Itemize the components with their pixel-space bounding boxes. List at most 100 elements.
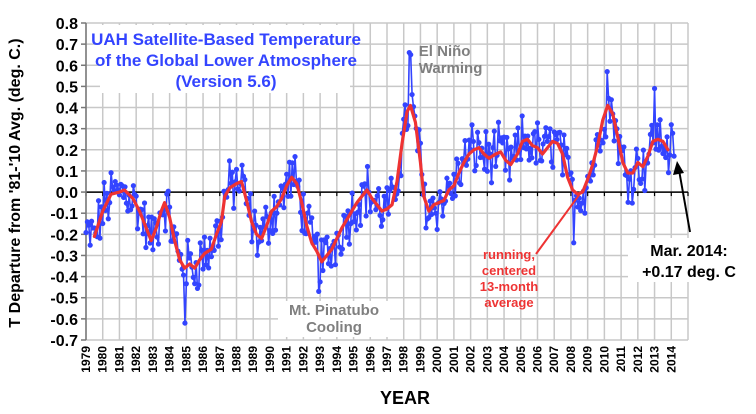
monthly-point — [565, 154, 571, 160]
monthly-point — [323, 240, 329, 246]
monthly-point — [316, 288, 322, 294]
monthly-point — [229, 169, 235, 175]
monthly-point — [207, 235, 213, 241]
y-tick-label: 0.6 — [56, 58, 78, 75]
monthly-point — [249, 239, 255, 245]
monthly-point — [141, 200, 148, 206]
monthly-point — [317, 279, 323, 285]
x-tick-label: 2008 — [564, 346, 578, 373]
monthly-point — [547, 126, 553, 132]
monthly-point — [233, 166, 240, 173]
monthly-point — [190, 274, 196, 280]
running-average-line — [92, 103, 670, 270]
monthly-point — [529, 155, 535, 161]
x-tick-label: 1994 — [330, 346, 344, 373]
y-axis-title: T Departure from '81-'10 Avg. (deg. C.) — [7, 38, 24, 327]
monthly-point — [292, 154, 298, 160]
y-tick-label: 0.7 — [56, 37, 78, 54]
annotation-running-average-line: average — [484, 295, 533, 310]
monthly-point — [242, 177, 248, 183]
annotation-running-average-line: 13-month — [480, 279, 539, 294]
monthly-point — [626, 176, 633, 182]
monthly-point — [608, 97, 614, 103]
monthly-point — [642, 187, 648, 194]
monthly-point — [265, 240, 272, 246]
monthly-point — [507, 177, 513, 183]
monthly-point — [455, 160, 461, 166]
monthly-point — [373, 207, 379, 213]
x-tick-label: 2006 — [531, 346, 545, 373]
monthly-point — [274, 210, 280, 216]
monthly-point — [134, 226, 141, 232]
monthly-point — [409, 91, 415, 98]
x-tick-label: 1995 — [347, 346, 361, 373]
monthly-point — [664, 134, 670, 140]
monthly-point — [363, 213, 369, 219]
annotation-endpoint-arrowhead — [673, 161, 684, 175]
monthly-point — [568, 170, 574, 176]
monthly-point — [483, 129, 489, 135]
monthly-point — [192, 281, 198, 287]
x-tick-label: 1996 — [363, 346, 377, 373]
x-tick-label: 1980 — [96, 346, 110, 373]
monthly-point — [550, 164, 556, 170]
monthly-point — [600, 140, 606, 146]
annotation-endpoint-line-2: +0.17 deg. C — [642, 264, 736, 281]
monthly-point — [345, 208, 351, 214]
annotation-running-average-line: centered — [482, 263, 536, 278]
y-tick-label: -0.1 — [50, 206, 78, 223]
monthly-point — [271, 193, 277, 199]
monthly-point — [200, 266, 206, 272]
x-tick-label: 1984 — [163, 346, 177, 373]
monthly-point — [387, 188, 393, 194]
monthly-point — [638, 180, 644, 187]
x-tick-label: 1979 — [79, 346, 93, 373]
x-tick-label: 2013 — [648, 346, 662, 373]
monthly-point — [423, 225, 429, 231]
x-tick-label: 1988 — [230, 346, 244, 373]
monthly-point — [656, 147, 662, 153]
monthly-point — [201, 234, 208, 240]
x-tick-label: 1989 — [246, 346, 260, 373]
monthly-point — [226, 158, 233, 164]
monthly-point — [100, 220, 106, 227]
x-tick-label: 2011 — [614, 346, 628, 372]
monthly-point — [462, 138, 468, 144]
monthly-point — [670, 130, 676, 136]
monthly-point — [448, 191, 454, 197]
monthly-point — [640, 147, 647, 153]
monthly-point — [493, 163, 499, 169]
monthly-point — [484, 168, 490, 174]
monthly-point — [296, 177, 302, 183]
monthly-point — [231, 205, 237, 211]
monthly-point — [523, 146, 529, 152]
monthly-point — [518, 156, 524, 163]
monthly-point — [466, 137, 472, 143]
monthly-point — [388, 175, 394, 181]
monthly-point — [533, 160, 539, 166]
annotation-pinatubo-line-2: Cooling — [306, 319, 362, 336]
y-tick-label: -0.7 — [50, 333, 78, 350]
monthly-point — [508, 144, 514, 150]
x-tick-label: 1993 — [313, 346, 327, 373]
monthly-point — [452, 193, 458, 199]
monthly-point — [473, 162, 479, 169]
monthly-point — [288, 193, 294, 199]
monthly-point — [150, 247, 156, 253]
monthly-point — [187, 251, 194, 257]
monthly-point — [378, 223, 385, 229]
monthly-point — [571, 240, 577, 246]
y-tick-label: 0.8 — [56, 16, 78, 33]
annotation-running-average-arrow — [535, 189, 584, 255]
monthly-point — [490, 145, 496, 151]
monthly-point — [469, 122, 475, 128]
monthly-point — [247, 191, 254, 197]
monthly-point — [97, 235, 103, 241]
monthly-point — [601, 126, 607, 132]
monthly-point — [579, 200, 585, 206]
x-tick-label: 1999 — [413, 346, 427, 373]
monthly-point — [206, 265, 212, 271]
monthly-point — [660, 150, 666, 157]
monthly-point — [123, 200, 130, 206]
